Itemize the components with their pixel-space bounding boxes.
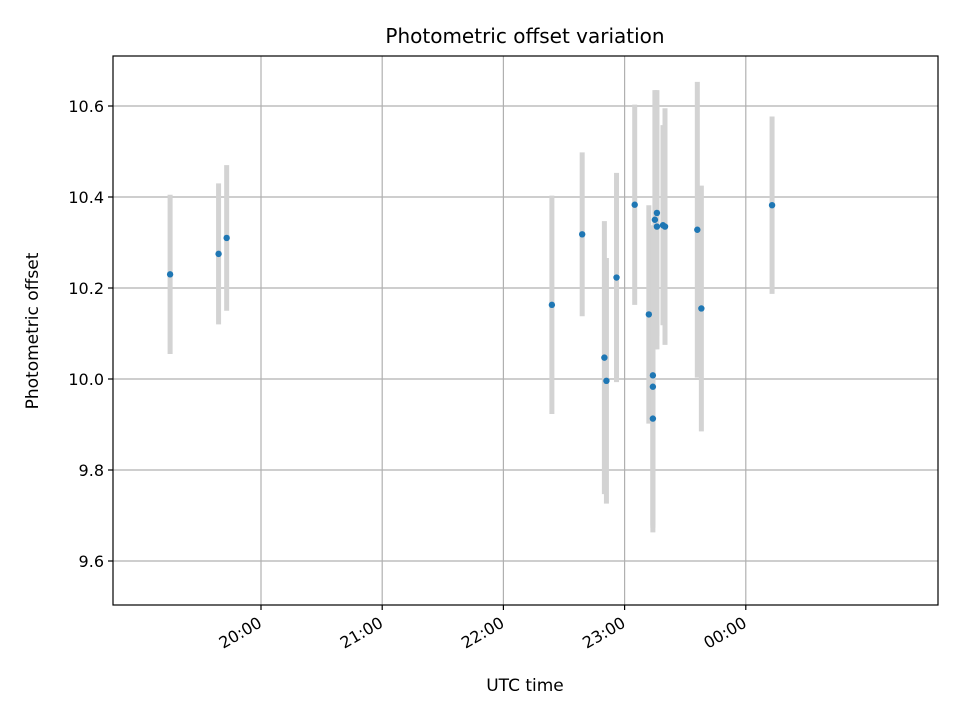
data-point bbox=[649, 372, 657, 379]
data-point bbox=[548, 301, 556, 309]
y-axis: 9.6 9.8 10.0 10.2 10.4 10.6 bbox=[68, 97, 113, 571]
x-axis-label: UTC time bbox=[486, 676, 564, 696]
y-tick-label: 10.2 bbox=[68, 279, 104, 298]
y-axis-label: Photometric offset bbox=[23, 252, 43, 409]
data-point bbox=[649, 383, 657, 390]
data-point bbox=[578, 231, 586, 238]
data-point bbox=[631, 201, 638, 208]
data-point bbox=[166, 271, 174, 278]
y-tick-label: 10.4 bbox=[68, 188, 104, 207]
data-point bbox=[653, 209, 661, 217]
data-point bbox=[215, 250, 222, 258]
y-tick-label: 10.6 bbox=[68, 97, 104, 116]
data-point bbox=[698, 305, 705, 312]
chart-title: Photometric offset variation bbox=[385, 24, 664, 48]
y-tick-label: 10.0 bbox=[68, 370, 104, 389]
data-point bbox=[694, 226, 701, 233]
data-point bbox=[601, 354, 608, 361]
data-point bbox=[613, 274, 620, 281]
plot-frame bbox=[112, 55, 939, 606]
data-point bbox=[653, 223, 661, 230]
data-point bbox=[649, 415, 657, 422]
data-point bbox=[603, 377, 610, 385]
data-points bbox=[166, 201, 776, 422]
data-point bbox=[661, 223, 669, 230]
grid bbox=[113, 56, 938, 605]
data-point bbox=[645, 311, 653, 318]
data-point bbox=[768, 201, 776, 209]
data-point bbox=[223, 234, 230, 242]
y-tick-label: 9.6 bbox=[79, 552, 104, 571]
y-tick-label: 9.8 bbox=[79, 461, 104, 480]
data-point bbox=[651, 216, 659, 223]
